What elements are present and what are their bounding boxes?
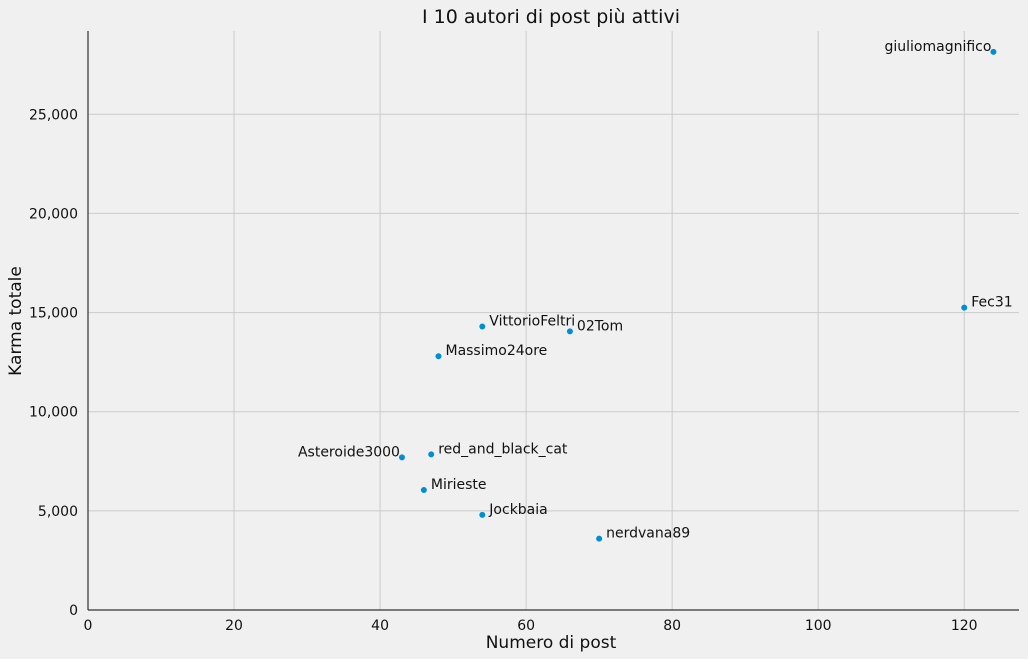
point-label: Jockbaia: [488, 502, 547, 518]
point-label: nerdvana89: [606, 526, 690, 542]
point-label: giuliomagnifico: [884, 39, 991, 55]
y-tick-label: 20,000: [29, 206, 78, 222]
point-label: Massimo24ore: [445, 343, 547, 359]
y-axis-label: Karma totale: [6, 266, 26, 376]
axes-spines: [87, 31, 1019, 611]
x-tick-label: 40: [371, 618, 389, 634]
scatter-point: [990, 48, 997, 55]
x-tick-label: 60: [517, 618, 535, 634]
scatter-point: [420, 487, 427, 494]
x-tick-label: 120: [951, 618, 978, 634]
scatter-point: [596, 535, 603, 542]
point-label: 02Tom: [577, 318, 623, 334]
x-tick-label: 20: [225, 618, 243, 634]
x-axis-label: Numero di post: [486, 633, 617, 653]
y-tick-label: 10,000: [29, 405, 78, 421]
tick-labels: 0 20 40 60 80 100 120 0 5,000 10,000 15,000 20,000 2…: [29, 107, 978, 634]
grid-lines: [88, 31, 1019, 610]
data-points: giuliomagnifico Fec31 VittorioFeltri 02Tom M…: [298, 39, 1013, 542]
chart-title: I 10 autori di post più attivi: [422, 6, 680, 28]
scatter-point: [961, 304, 968, 311]
scatter-point: [479, 323, 486, 330]
point-label: VittorioFeltri: [489, 313, 575, 329]
y-tick-label: 15,000: [29, 306, 78, 322]
y-tick-label: 25,000: [29, 107, 78, 123]
scatter-point: [398, 454, 405, 461]
x-tick-label: 80: [663, 618, 681, 634]
scatter-point: [479, 511, 486, 518]
x-tick-label: 0: [84, 618, 93, 634]
scatter-point: [435, 353, 442, 360]
y-tick-label: 0: [69, 603, 78, 619]
scatter-point: [566, 328, 573, 335]
point-label: Mirieste: [431, 477, 487, 493]
scatter-point: [428, 451, 435, 458]
point-label: Fec31: [971, 295, 1012, 311]
x-tick-label: 100: [805, 618, 832, 634]
y-tick-label: 5,000: [38, 504, 78, 520]
point-label: Asteroide3000: [298, 444, 400, 460]
point-label: red_and_black_cat: [438, 441, 568, 457]
